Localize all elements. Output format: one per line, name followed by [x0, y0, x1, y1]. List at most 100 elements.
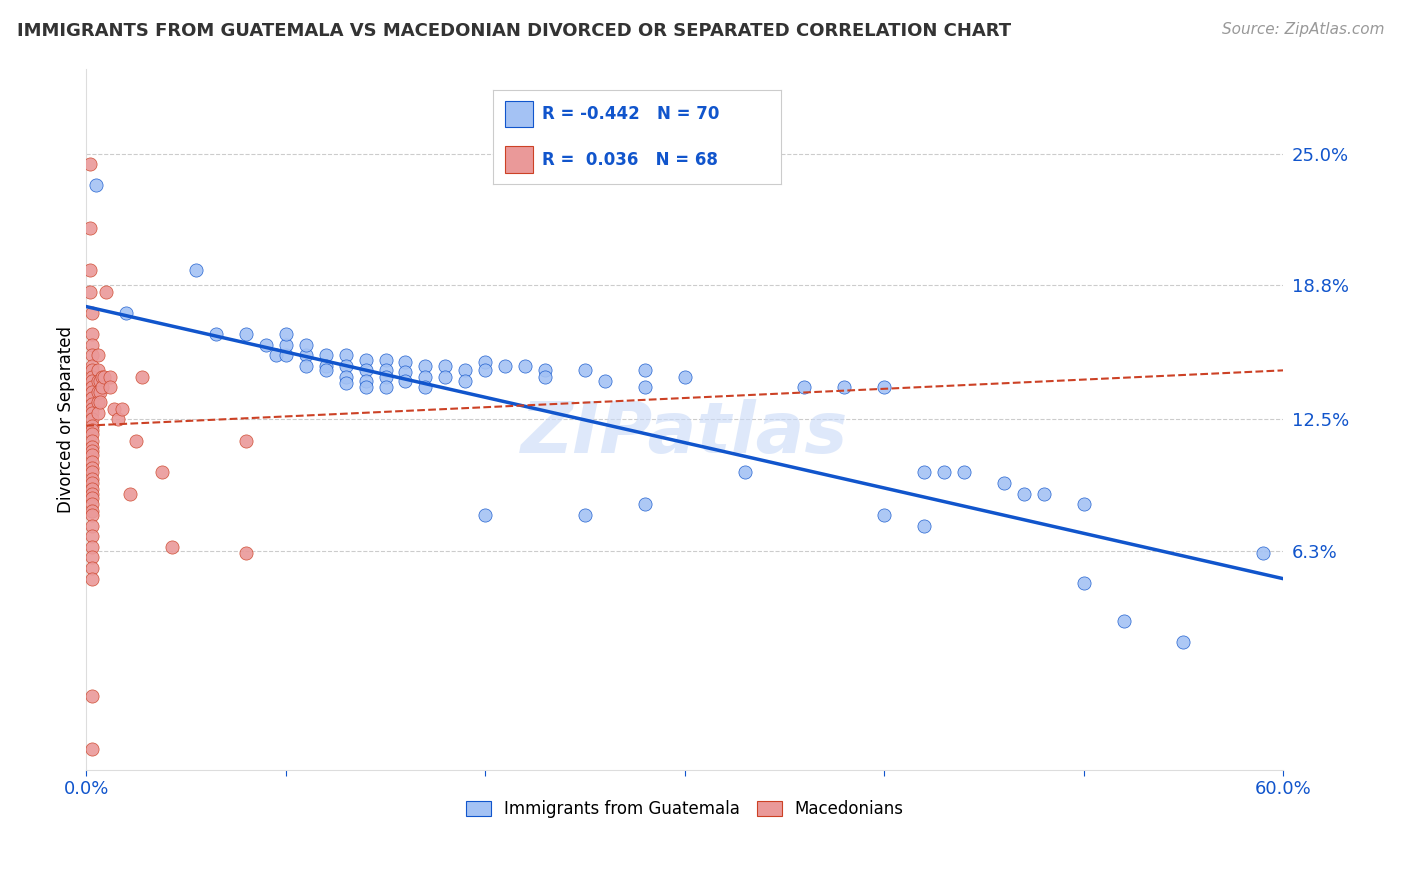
Point	[82, 363, 104, 377]
Point	[264, 349, 287, 363]
Point	[415, 380, 437, 394]
Point	[1032, 486, 1054, 500]
Point	[91, 380, 114, 394]
Point	[235, 327, 257, 342]
Point	[82, 540, 104, 554]
Point	[82, 349, 104, 363]
Point	[82, 508, 104, 522]
Point	[634, 363, 657, 377]
Point	[1073, 497, 1095, 511]
Point	[82, 486, 104, 500]
Point	[82, 476, 104, 491]
Point	[1073, 576, 1095, 591]
Point	[374, 369, 396, 384]
Point	[534, 369, 557, 384]
Point	[574, 363, 596, 377]
Point	[834, 380, 856, 394]
Point	[235, 434, 257, 448]
Point	[454, 374, 477, 388]
Point	[82, 427, 104, 442]
Point	[87, 406, 110, 420]
Point	[87, 349, 110, 363]
Point	[1173, 635, 1195, 649]
Point	[574, 508, 596, 522]
Point	[82, 444, 104, 458]
Point	[474, 363, 496, 377]
Point	[79, 157, 101, 171]
Point	[374, 352, 396, 367]
Y-axis label: Divorced or Separated: Divorced or Separated	[58, 326, 75, 513]
Point	[87, 374, 110, 388]
Point	[634, 497, 657, 511]
Point	[160, 540, 183, 554]
Point	[374, 380, 396, 394]
Legend: Immigrants from Guatemala, Macedonians: Immigrants from Guatemala, Macedonians	[458, 794, 911, 825]
Point	[205, 327, 228, 342]
Point	[354, 380, 377, 394]
Text: Source: ZipAtlas.com: Source: ZipAtlas.com	[1222, 22, 1385, 37]
Point	[103, 401, 125, 416]
Point	[98, 380, 121, 394]
Point	[82, 561, 104, 575]
Point	[98, 369, 121, 384]
Point	[79, 221, 101, 235]
Point	[82, 529, 104, 543]
Point	[673, 369, 696, 384]
Point	[87, 395, 110, 409]
Point	[1012, 486, 1035, 500]
Point	[82, 406, 104, 420]
Point	[235, 546, 257, 560]
Point	[82, 327, 104, 342]
Point	[82, 440, 104, 454]
Point	[82, 401, 104, 416]
Point	[294, 338, 316, 352]
Point	[394, 355, 416, 369]
Point	[912, 466, 935, 480]
Point	[82, 380, 104, 394]
Point	[79, 263, 101, 277]
Point	[89, 384, 111, 399]
Point	[474, 508, 496, 522]
Point	[335, 369, 357, 384]
Point	[87, 363, 110, 377]
Point	[82, 518, 104, 533]
Point	[82, 472, 104, 486]
Point	[82, 572, 104, 586]
Point	[374, 363, 396, 377]
Point	[873, 380, 896, 394]
Point	[993, 476, 1015, 491]
Point	[932, 466, 955, 480]
Point	[274, 338, 297, 352]
Point	[354, 363, 377, 377]
Point	[912, 518, 935, 533]
Point	[1251, 546, 1274, 560]
Point	[111, 401, 134, 416]
Point	[82, 497, 104, 511]
Point	[150, 466, 173, 480]
Point	[793, 380, 815, 394]
Point	[335, 349, 357, 363]
Point	[315, 359, 337, 373]
Point	[107, 412, 129, 426]
Point	[953, 466, 976, 480]
Point	[294, 349, 316, 363]
Point	[96, 285, 118, 299]
Point	[335, 376, 357, 391]
Point	[434, 369, 457, 384]
Point	[315, 349, 337, 363]
Point	[82, 491, 104, 505]
Point	[82, 418, 104, 433]
Point	[82, 503, 104, 517]
Point	[274, 327, 297, 342]
Point	[515, 359, 537, 373]
Text: ZIPatlas: ZIPatlas	[522, 399, 848, 467]
Point	[82, 384, 104, 399]
Point	[89, 395, 111, 409]
Point	[120, 486, 142, 500]
Point	[82, 306, 104, 320]
Point	[89, 374, 111, 388]
Point	[434, 359, 457, 373]
Point	[873, 508, 896, 522]
Point	[82, 434, 104, 448]
Point	[82, 359, 104, 373]
